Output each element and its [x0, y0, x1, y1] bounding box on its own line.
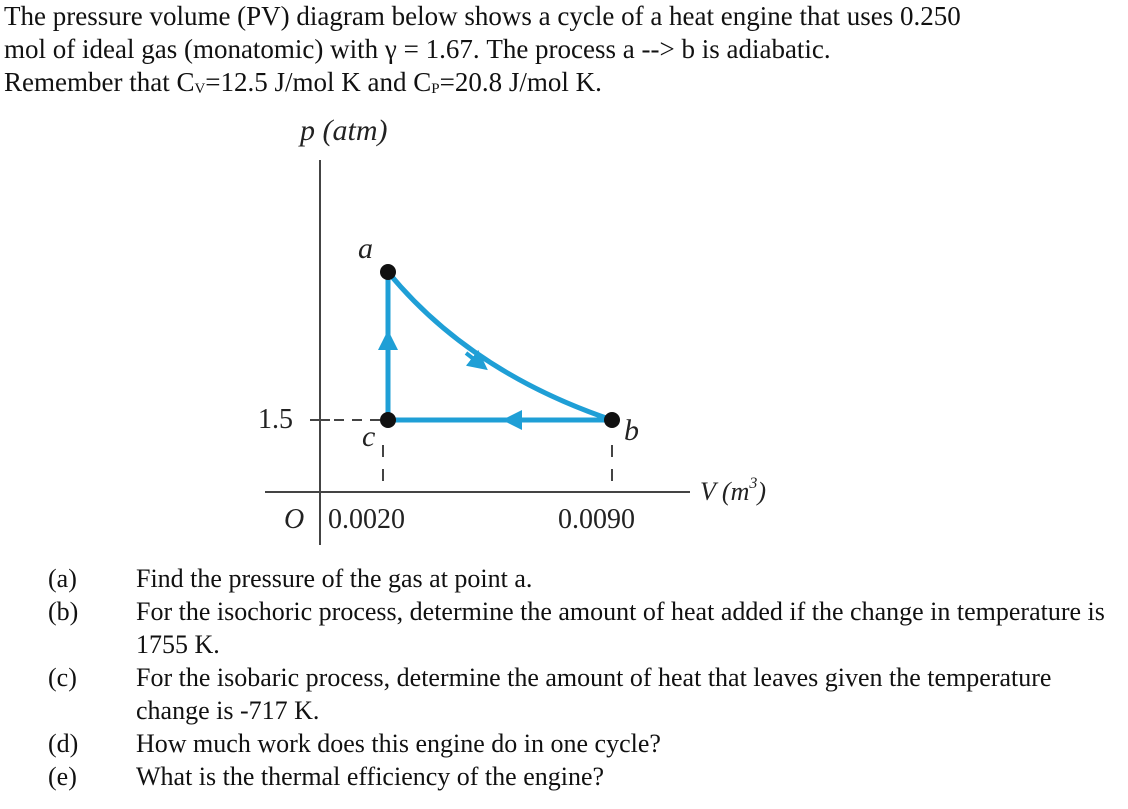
question: (c) For the isobaric process, determine t… — [0, 661, 1128, 727]
question-label: (a) — [48, 564, 77, 593]
question-label: (b) — [48, 597, 79, 626]
text: =20.8 J/mol K. — [439, 67, 602, 97]
intro: The pressure volume (PV) diagram below s… — [4, 0, 961, 104]
intro-line: Remember that CV=12.5 J/mol K and CP=20.… — [4, 66, 961, 104]
point — [604, 412, 620, 428]
point-label: a — [358, 232, 373, 265]
y-tick-label: 1.5 — [258, 404, 293, 435]
question: (b) For the isochoric process, determine … — [0, 595, 1128, 661]
question: (e) What is the thermal efficiency of the… — [0, 760, 1128, 793]
point — [380, 412, 396, 428]
subscript: P — [431, 81, 440, 97]
arrow — [464, 349, 488, 371]
x-tick-label: 0.0090 — [558, 504, 635, 535]
text: Remember that C — [4, 67, 195, 97]
text: =12.5 J/mol K and C — [205, 67, 432, 97]
subscript: V — [194, 81, 206, 97]
pv-diagram: p (atm) V (m3) O 0.0020 0.0090 1.5 a b c — [258, 114, 766, 545]
y-axis-label: p (atm) — [298, 114, 387, 147]
text: ) — [755, 477, 766, 506]
question-label: (e) — [48, 762, 77, 791]
intro-line: The pressure volume (PV) diagram below s… — [4, 1, 961, 31]
question-text: For the isobaric process, determine the … — [136, 663, 1052, 725]
question: (a) Find the pressure of the gas at point… — [0, 562, 1128, 595]
question-text: For the isochoric process, determine the… — [136, 597, 1105, 659]
question-text: Find the pressure of the gas at point a. — [136, 564, 533, 593]
point — [380, 264, 396, 280]
question-label: (c) — [48, 663, 77, 692]
superscript: 3 — [748, 475, 757, 492]
x-tick-label: 0.0020 — [328, 504, 405, 535]
point-label: c — [362, 420, 375, 453]
process-ab — [386, 270, 613, 423]
question-text: How much work does this engine do in one… — [136, 729, 661, 758]
point-label: b — [624, 414, 639, 447]
questions: (a) Find the pressure of the gas at point… — [0, 562, 1128, 793]
question-label: (d) — [48, 729, 79, 758]
question-text: What is the thermal efficiency of the en… — [136, 762, 605, 791]
question: (d) How much work does this engine do in … — [0, 727, 1128, 760]
text: V (m — [700, 477, 749, 506]
origin-label: O — [284, 504, 304, 535]
x-axis-label: V (m3) — [700, 475, 766, 506]
intro-line: mol of ideal gas (monatomic) with γ = 1.… — [4, 34, 831, 64]
